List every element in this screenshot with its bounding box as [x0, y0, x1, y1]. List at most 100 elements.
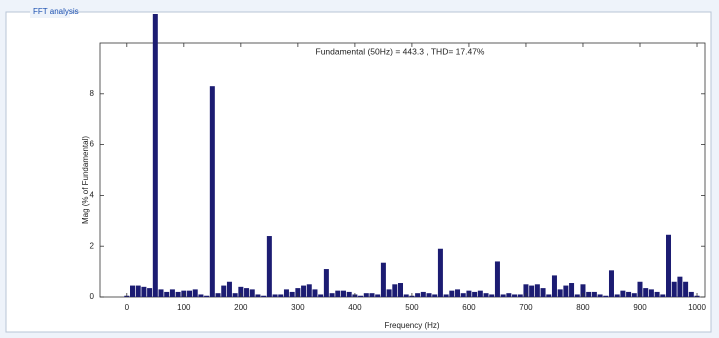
bar	[477, 290, 483, 297]
x-tick-label: 0	[125, 303, 130, 312]
bar	[323, 269, 329, 297]
x-tick-label: 400	[348, 303, 362, 312]
y-tick-label: 0	[90, 292, 95, 301]
bar	[534, 284, 540, 297]
bar	[164, 291, 170, 297]
bar	[540, 288, 546, 297]
bar	[460, 293, 466, 297]
plot-area	[99, 42, 706, 298]
bar	[472, 291, 478, 297]
bar	[147, 288, 153, 297]
bar	[312, 289, 318, 297]
bar	[283, 289, 289, 297]
chart-title: Fundamental (50Hz) = 443.3 , THD= 17.47%	[316, 46, 485, 56]
y-tick-label: 8	[90, 89, 95, 98]
bar	[261, 295, 267, 297]
bar	[249, 289, 255, 297]
bar	[631, 293, 637, 297]
bar	[340, 290, 346, 297]
bar	[169, 289, 175, 297]
bar	[455, 289, 461, 297]
bar	[483, 293, 489, 297]
bar	[329, 293, 335, 297]
x-tick-label: 300	[291, 303, 305, 312]
bar	[500, 294, 506, 297]
bar	[626, 291, 632, 297]
bar	[215, 293, 221, 297]
bar	[420, 291, 426, 297]
bar	[192, 289, 198, 297]
bar	[666, 234, 672, 297]
bar	[648, 289, 654, 297]
bar	[569, 283, 575, 297]
bar	[660, 294, 666, 297]
bar	[415, 293, 421, 297]
bar	[295, 288, 301, 297]
bar	[398, 283, 404, 297]
bar	[517, 294, 523, 297]
bar	[226, 281, 232, 297]
bar	[187, 290, 193, 297]
bar	[546, 294, 552, 297]
bar	[386, 289, 392, 297]
bar	[363, 293, 369, 297]
bar	[683, 281, 689, 297]
bar	[369, 293, 375, 297]
bar	[620, 290, 626, 297]
x-axis-label: Frequency (Hz)	[384, 321, 439, 330]
y-axis-label: Mag (% of Fundamental)	[81, 136, 90, 224]
bar	[426, 293, 432, 297]
bar	[130, 285, 136, 297]
bar	[677, 276, 683, 297]
bar	[512, 294, 518, 297]
bar	[278, 294, 284, 297]
bar	[238, 286, 244, 297]
y-tick-label: 6	[90, 140, 95, 149]
bar	[489, 294, 495, 297]
bar	[529, 285, 535, 297]
bar	[506, 293, 512, 297]
bar	[158, 289, 164, 297]
bar	[232, 293, 238, 297]
bar	[574, 294, 580, 297]
bar	[198, 294, 204, 297]
bar	[432, 294, 438, 297]
x-tick-label: 900	[633, 303, 647, 312]
bar	[523, 284, 529, 297]
bar	[209, 86, 215, 298]
x-tick-label: 700	[519, 303, 533, 312]
bar	[437, 248, 443, 297]
bar	[643, 288, 649, 297]
y-tick-label: 4	[90, 191, 95, 200]
bar	[563, 285, 569, 297]
bar	[551, 275, 557, 297]
bar	[380, 262, 386, 297]
bar	[272, 294, 278, 297]
bar	[671, 281, 677, 297]
bar	[135, 285, 141, 297]
bar	[586, 291, 592, 297]
y-tick-label: 2	[90, 241, 95, 250]
x-tick-label: 800	[576, 303, 590, 312]
bar	[403, 294, 409, 297]
bar	[688, 291, 694, 297]
x-tick-label: 1000	[688, 303, 706, 312]
x-tick-label: 200	[234, 303, 248, 312]
bar	[603, 295, 609, 297]
bar	[255, 294, 261, 297]
x-tick-label: 600	[462, 303, 476, 312]
bar	[443, 294, 449, 297]
bar	[580, 284, 586, 297]
bar	[175, 291, 181, 297]
bar	[392, 284, 398, 297]
bar	[591, 291, 597, 297]
bar	[221, 285, 227, 297]
bar	[244, 288, 250, 297]
bar	[614, 294, 620, 297]
bar	[449, 290, 455, 297]
bar	[494, 261, 500, 297]
bar	[654, 291, 660, 297]
bar	[204, 295, 210, 297]
